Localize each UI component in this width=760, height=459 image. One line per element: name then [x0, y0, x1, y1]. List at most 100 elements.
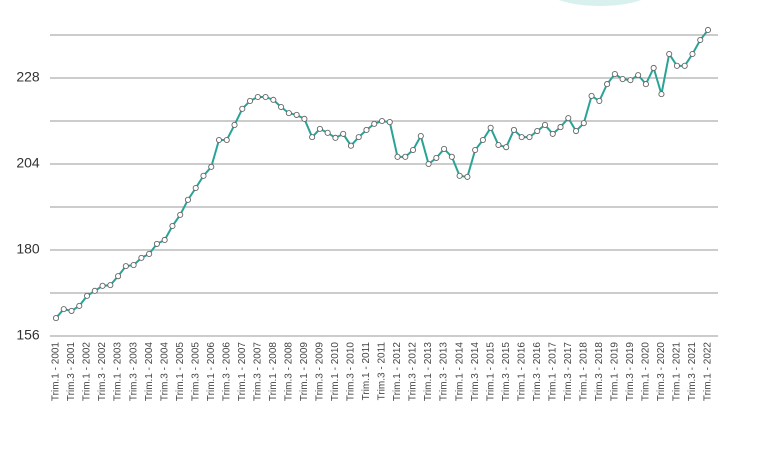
x-tick-label: Trim.1 - 2021	[672, 342, 683, 402]
data-point	[115, 273, 122, 280]
x-tick-label: Trim.1 - 2009	[299, 342, 310, 402]
x-tick-label: Trim.3 - 2006	[221, 342, 232, 402]
data-point	[549, 130, 556, 137]
data-point	[378, 117, 386, 125]
x-tick-label: Trim.1 - 2006	[206, 342, 217, 402]
data-point	[681, 62, 688, 69]
x-tick-label: Trim.3 - 2008	[283, 342, 294, 402]
x-tick-label: Trim.3 - 2005	[190, 342, 201, 402]
data-point	[619, 76, 626, 83]
x-tick-label: Trim.3 - 2016	[532, 342, 543, 402]
x-tick-label: Trim.1 - 2015	[485, 342, 496, 402]
data-point	[239, 105, 246, 112]
data-point	[215, 136, 223, 144]
data-point	[534, 127, 541, 135]
data-point	[146, 250, 153, 257]
x-tick-label: Trim.1 - 2022	[703, 342, 714, 402]
x-tick-label: Trim.3 - 2020	[656, 342, 667, 402]
data-point	[285, 110, 292, 117]
x-tick-label: Trim.3 - 2003	[128, 342, 139, 402]
data-point	[153, 240, 160, 247]
data-point	[526, 134, 533, 141]
data-point	[495, 141, 502, 149]
x-tick-label: Trim.1 - 2005	[175, 342, 186, 402]
y-tick-label: 228	[16, 69, 40, 85]
x-tick-label: Trim.1 - 2013	[423, 342, 434, 402]
data-point	[231, 121, 238, 128]
x-tick-label: Trim.1 - 2007	[237, 342, 248, 402]
x-tick-label: Trim.3 - 2021	[687, 342, 698, 402]
data-point	[658, 91, 665, 98]
data-point	[503, 144, 510, 151]
data-point	[642, 81, 649, 88]
data-point	[417, 132, 424, 140]
x-tick-label: Trim.3 - 2019	[625, 342, 636, 402]
data-point	[122, 263, 129, 270]
x-tick-label: Trim.1 - 2016	[516, 342, 527, 402]
data-point	[689, 50, 696, 58]
data-point	[91, 287, 98, 294]
data-point	[223, 136, 230, 144]
data-point	[169, 222, 176, 230]
x-tick-label: Trim.1 - 2001	[51, 342, 62, 402]
data-point	[363, 126, 370, 134]
data-point	[479, 136, 486, 144]
data-point	[184, 196, 192, 203]
data-point	[697, 36, 704, 44]
x-tick-label: Trim.1 - 2008	[268, 342, 279, 402]
x-tick-label: Trim.1 - 2017	[547, 342, 558, 402]
x-tick-label: Trim.1 - 2010	[330, 342, 341, 402]
data-point	[68, 307, 75, 314]
decoration	[559, 0, 641, 6]
y-tick-label: 180	[16, 241, 40, 257]
data-point	[192, 184, 199, 192]
x-tick-label: Trim.1 - 2002	[82, 342, 93, 402]
data-point	[130, 261, 137, 269]
data-point	[565, 115, 572, 122]
data-point	[627, 77, 634, 84]
x-tick-label: Trim.3 - 2013	[439, 342, 450, 402]
x-tick-label: Trim.3 - 2012	[408, 342, 419, 402]
data-point	[107, 282, 114, 289]
data-point	[347, 142, 355, 149]
data-point	[386, 119, 393, 126]
data-point	[510, 126, 518, 134]
data-point	[52, 315, 60, 322]
data-point	[596, 97, 603, 104]
data-point	[541, 121, 549, 128]
data-point	[409, 146, 417, 154]
data-point	[138, 254, 145, 261]
data-point	[425, 160, 432, 168]
data-point	[301, 115, 308, 122]
x-tick-label: Trim.3 - 2007	[252, 342, 263, 402]
x-tick-label: Trim.3 - 2015	[501, 342, 512, 402]
data-point	[611, 71, 618, 78]
y-tick-label: 204	[16, 155, 40, 171]
data-point	[394, 153, 401, 160]
data-point	[340, 130, 347, 137]
data-point	[604, 81, 611, 88]
data-point	[487, 124, 494, 131]
x-tick-label: Trim.1 - 2018	[578, 342, 589, 402]
x-tick-label: Trim.1 - 2012	[392, 342, 403, 402]
data-point	[99, 282, 106, 289]
data-point	[293, 111, 300, 118]
data-point	[402, 153, 409, 160]
x-tick-label: Trim.1 - 2011	[361, 342, 372, 401]
x-tick-label: Trim.3 - 2011	[377, 342, 388, 401]
data-point	[572, 127, 580, 135]
data-point	[371, 120, 378, 127]
data-point	[433, 154, 440, 161]
data-point	[76, 302, 83, 309]
data-point	[635, 72, 642, 79]
y-tick-label: 156	[16, 327, 40, 343]
data-point	[332, 134, 339, 141]
data-point	[270, 96, 277, 103]
data-point	[316, 125, 323, 132]
x-tick-label: Trim.3 - 2001	[66, 342, 77, 402]
data-point	[650, 64, 657, 72]
data-point	[448, 153, 455, 160]
data-point	[200, 172, 207, 179]
data-line	[55, 29, 709, 319]
